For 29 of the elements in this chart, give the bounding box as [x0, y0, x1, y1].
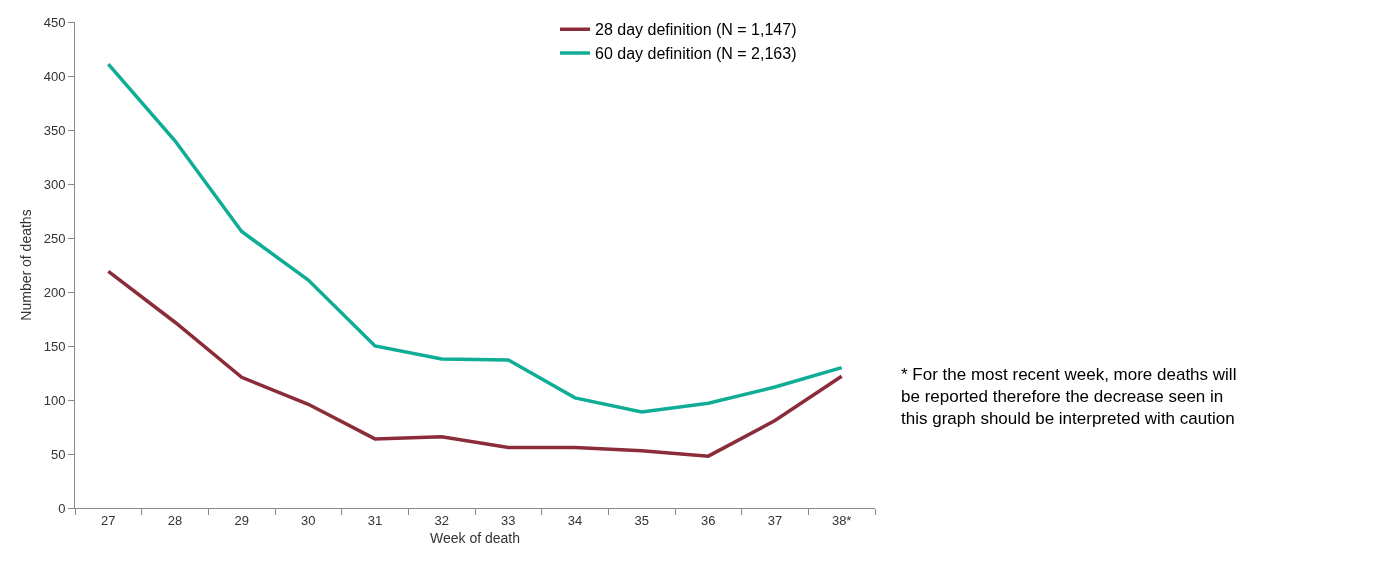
x-tick-label: 29 — [234, 512, 249, 528]
text: * For the most recent week, more deaths will be reported therefore the decrease seen in this graph should be interpreted with caution — [901, 365, 1237, 429]
x-tick-label: 32 — [434, 512, 449, 528]
legend-label: 28 day definition (N = 1,147) — [595, 21, 797, 39]
x-tick-label: 28 — [167, 512, 183, 528]
x-tick-label: 27 — [101, 512, 116, 528]
y-tick-label: 450 — [43, 14, 66, 30]
y-tick-label: 100 — [43, 392, 66, 408]
legend-label: 60 day definition (N = 2,163) — [595, 45, 797, 63]
y-axis-title: Number of deaths — [18, 209, 35, 321]
y-tick-label: 250 — [43, 230, 66, 246]
x-tick-label: 36 — [701, 512, 716, 528]
y-tick-label: 150 — [43, 338, 66, 354]
y-tick-label: 0 — [58, 500, 66, 516]
y-tick-label: 200 — [43, 284, 66, 300]
x-tick-label: 30 — [301, 512, 316, 528]
x-tick-label: 34 — [567, 512, 583, 528]
line-series — [106, 62, 844, 414]
x-tick-label: 37 — [767, 512, 783, 528]
x-tick-label: 31 — [367, 512, 383, 528]
line-series — [106, 269, 844, 458]
y-tick-label: 350 — [43, 122, 66, 138]
x-tick-label: 33 — [501, 512, 516, 528]
x-axis-title: Week of death — [429, 529, 521, 546]
y-tick-label: 50 — [50, 446, 66, 462]
y-tick-label: 300 — [43, 176, 66, 192]
x-tick-label: 38* — [831, 512, 852, 528]
x-tick-label: 35 — [634, 512, 649, 528]
y-tick-label: 400 — [43, 68, 66, 84]
